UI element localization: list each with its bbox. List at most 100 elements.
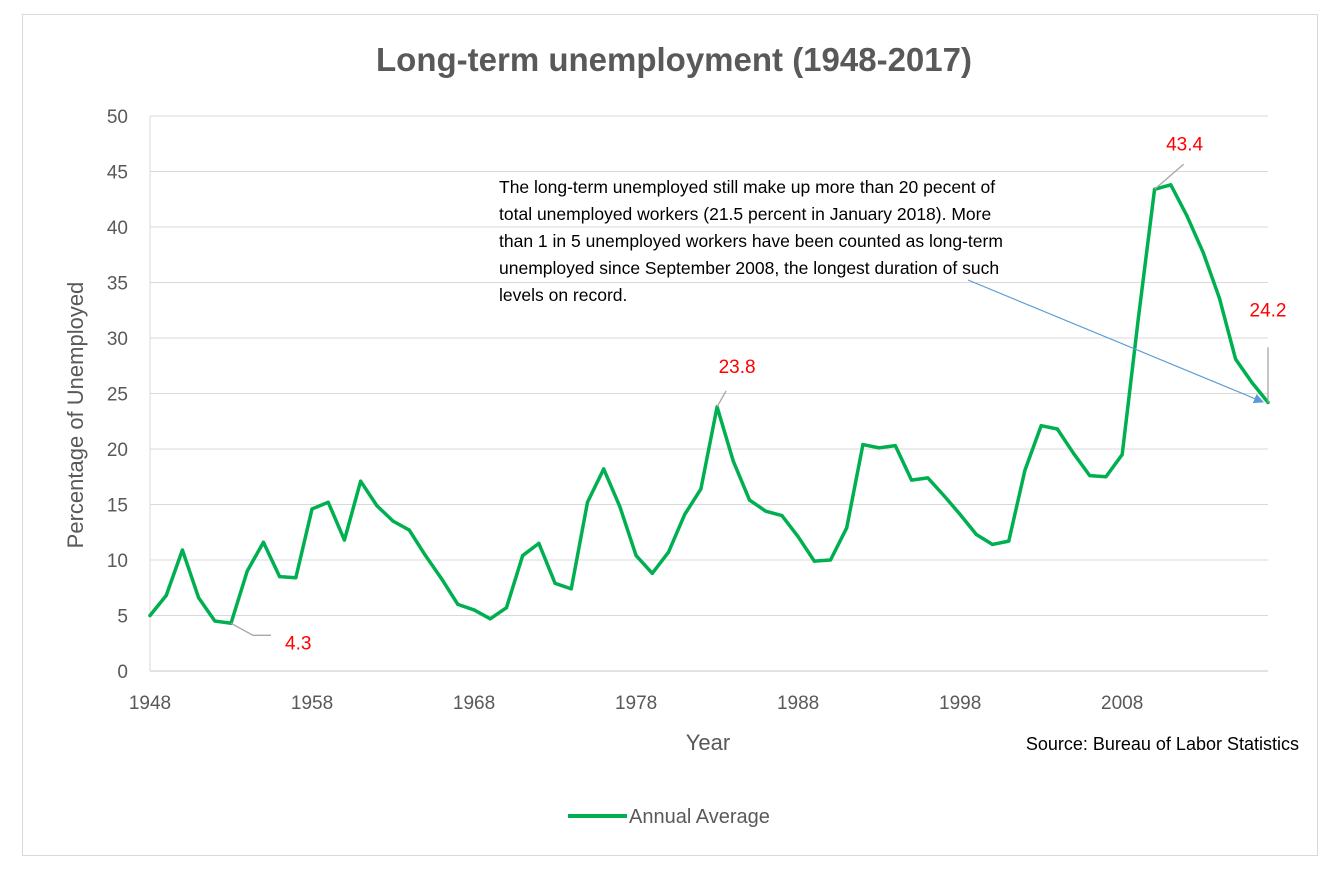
data-point-1994 [893, 444, 897, 448]
data-point-1963 [391, 519, 395, 523]
data-point-1996 [926, 476, 930, 480]
data-point-1984 [731, 459, 735, 463]
chart-title: Long-term unemployment (1948-2017) [376, 41, 972, 78]
data-point-2005 [1071, 451, 1076, 456]
data-point-1967 [456, 602, 460, 607]
legend-label-annual-average: Annual Average [629, 806, 770, 828]
data-point-1975 [585, 500, 590, 504]
note-line-4: unemployed since September 2008, the lon… [499, 258, 999, 278]
data-point-2016 [1250, 380, 1254, 384]
data-point-1998 [958, 512, 962, 517]
data-point-1989 [812, 559, 816, 563]
data-point-2015 [1233, 357, 1238, 361]
data-point-1955 [261, 540, 266, 544]
series-line-0 [148, 183, 1270, 626]
y-tick-label-10: 10 [107, 551, 128, 572]
y-tick-label-5: 5 [117, 607, 128, 628]
data-point-1970 [504, 606, 509, 610]
data-point-1999 [974, 532, 978, 537]
note-line-2: total unemployed workers (21.5 percent i… [499, 204, 991, 224]
data-point-2013 [1201, 250, 1205, 255]
y-tick-label-35: 35 [107, 274, 128, 295]
source-note: Source: Bureau of Labor Statistics [1026, 734, 1299, 754]
y-axis-ticks: 0 5 10 15 20 25 30 35 40 45 50 [107, 107, 128, 683]
data-point-1978 [634, 553, 638, 558]
data-point-1954 [245, 569, 249, 573]
data-point-2012 [1185, 214, 1189, 218]
x-tick-label-1988: 1988 [777, 693, 819, 714]
line-chart: Long-term unemployment (1948-2017) 0 5 10 1… [63, 41, 1299, 828]
note-arrow [967, 279, 1264, 404]
note-line-1: The long-term unemployed still make up m… [499, 177, 995, 197]
data-label-2017: 24.2 [1250, 300, 1287, 321]
data-point-1952 [213, 619, 217, 623]
y-tick-label-0: 0 [117, 662, 128, 683]
x-tick-label-1948: 1948 [129, 693, 171, 714]
x-axis-title: Year [686, 730, 730, 755]
x-tick-label-1998: 1998 [939, 693, 981, 714]
y-tick-label-45: 45 [107, 163, 128, 184]
data-point-2006 [1088, 474, 1092, 478]
y-tick-label-50: 50 [107, 107, 128, 128]
y-tick-label-15: 15 [107, 496, 128, 517]
data-point-1961 [359, 479, 363, 483]
data-point-1990 [828, 558, 833, 562]
y-axis-title: Percentage of Unemployed [63, 282, 88, 549]
data-point-1985 [747, 498, 752, 502]
data-label-1953: 4.3 [285, 633, 311, 654]
data-point-1948 [148, 613, 152, 618]
data-point-1958 [310, 507, 314, 511]
data-point-1995 [909, 478, 914, 482]
data-point-1957 [294, 576, 298, 580]
note-line-5: levels on record. [499, 285, 627, 305]
data-point-1971 [521, 553, 525, 558]
annotations: 4.3 23.8 43.4 24.2 [230, 134, 1287, 654]
y-tick-label-40: 40 [107, 218, 128, 239]
data-point-1956 [278, 575, 282, 579]
leader-line-1953 [230, 622, 271, 636]
gridlines [149, 115, 1268, 672]
data-point-1991 [845, 526, 849, 530]
data-point-1965 [423, 553, 428, 558]
data-point-1973 [553, 581, 557, 585]
x-axis-ticks: 1948 1958 1968 1978 1988 1998 2008 [129, 693, 1143, 714]
note-text-block: The long-term unemployed still make up m… [499, 177, 1003, 305]
data-point-2000 [990, 542, 995, 547]
data-point-2003 [1039, 424, 1043, 428]
data-point-2008 [1120, 452, 1124, 457]
data-point-1962 [375, 504, 379, 508]
data-point-1949 [164, 593, 168, 598]
data-point-1979 [650, 571, 654, 575]
data-point-1950 [180, 548, 185, 552]
x-tick-label-1958: 1958 [291, 693, 333, 714]
data-point-1974 [569, 587, 573, 591]
legend: Annual Average [568, 806, 770, 828]
data-point-1972 [537, 541, 541, 545]
data-point-1976 [602, 467, 606, 471]
data-point-1982 [699, 487, 703, 491]
data-label-1983: 23.8 [719, 357, 756, 378]
leader-line-1983 [716, 390, 727, 408]
x-tick-label-1978: 1978 [615, 693, 657, 714]
data-point-2002 [1023, 468, 1027, 472]
chart-area: Long-term unemployment (1948-2017) 0 5 10 1… [22, 14, 1318, 856]
data-point-1964 [407, 528, 411, 532]
data-point-1959 [326, 500, 330, 504]
y-tick-label-30: 30 [107, 329, 128, 350]
data-point-1969 [488, 617, 492, 621]
data-point-1993 [877, 446, 881, 450]
data-point-2014 [1217, 296, 1221, 300]
data-point-1997 [942, 494, 946, 498]
data-point-1968 [472, 608, 476, 612]
data-point-2011 [1169, 183, 1173, 187]
data-point-1981 [683, 512, 687, 517]
data-label-2010: 43.4 [1166, 134, 1203, 155]
data-point-2007 [1104, 475, 1108, 479]
data-point-1987 [780, 514, 784, 518]
y-tick-label-20: 20 [107, 440, 128, 461]
x-tick-label-2008: 2008 [1101, 693, 1143, 714]
data-point-1960 [342, 538, 347, 542]
data-point-1951 [197, 596, 201, 600]
data-point-1986 [764, 509, 768, 513]
x-tick-label-1968: 1968 [453, 693, 495, 714]
